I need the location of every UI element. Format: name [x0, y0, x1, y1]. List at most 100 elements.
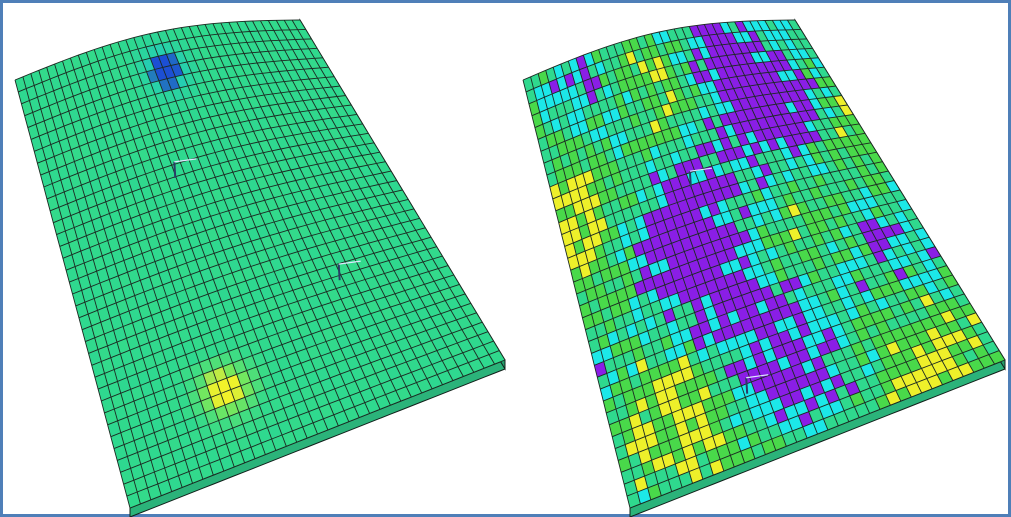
- grid-cell: [795, 178, 809, 191]
- grid-cell: [310, 356, 326, 371]
- grid-cell: [744, 329, 759, 345]
- grid-cell: [660, 54, 673, 68]
- grid-cell: [52, 180, 65, 196]
- grid-cell: [193, 309, 207, 325]
- grid-cell: [668, 436, 683, 453]
- grid-cell: [289, 389, 305, 405]
- grid-cell: [882, 192, 897, 204]
- grid-cell: [288, 123, 302, 136]
- grid-cell: [186, 259, 200, 275]
- grid-cell: [119, 180, 133, 196]
- grid-cell: [284, 20, 298, 30]
- grid-cell: [671, 240, 685, 255]
- grid-cell: [272, 344, 287, 360]
- grid-line: [614, 312, 976, 450]
- grid-cell: [298, 143, 313, 156]
- grid-cell: [198, 424, 213, 441]
- grid-cell: [688, 428, 703, 445]
- grid-cell: [619, 168, 632, 184]
- grid-cell: [704, 23, 717, 36]
- grid-cell: [808, 98, 823, 110]
- grid-cell: [271, 40, 285, 51]
- grid-cell: [588, 259, 601, 275]
- grid-cell: [732, 145, 746, 159]
- grid-cell: [290, 59, 304, 70]
- grid-cell: [273, 318, 288, 334]
- grid-cell: [123, 256, 137, 273]
- grid-cell: [910, 239, 926, 253]
- grid-cell: [230, 321, 244, 337]
- grid-cell: [743, 108, 757, 121]
- grid-cell: [93, 255, 106, 272]
- grid-cell: [197, 320, 211, 336]
- grid-cell: [606, 186, 619, 202]
- grid-cell: [719, 416, 733, 433]
- grid-cell: [79, 143, 92, 159]
- grid-cell: [67, 134, 80, 150]
- grid-cell: [628, 295, 641, 311]
- grid-cell: [725, 88, 739, 101]
- grid-cell: [744, 131, 758, 144]
- grid-cell: [635, 358, 649, 374]
- grid-cell: [202, 436, 217, 452]
- grid-cell: [837, 202, 852, 216]
- grid-cell: [333, 192, 348, 206]
- grid-cell: [291, 337, 307, 353]
- grid-cell: [214, 340, 229, 356]
- grid-cell: [679, 263, 693, 278]
- grid-cell: [120, 428, 135, 445]
- grid-cell: [718, 287, 733, 303]
- grid-cell: [127, 413, 141, 429]
- grid-cell: [155, 258, 169, 274]
- grid-cell: [228, 21, 242, 33]
- grid-cell: [755, 30, 769, 42]
- grid-cell: [137, 409, 151, 425]
- grid-cell: [154, 428, 168, 445]
- grid-cell: [625, 361, 639, 378]
- grid-cell: [295, 69, 310, 80]
- grid-cell: [230, 451, 245, 467]
- grid-cell: [252, 351, 267, 367]
- grid-cell: [836, 147, 851, 159]
- grid-cell: [38, 67, 51, 83]
- grid-cell: [701, 397, 716, 413]
- grid-cell: [131, 280, 144, 296]
- grid-cell: [365, 142, 380, 154]
- grid-cell: [199, 267, 214, 283]
- grid-cell: [123, 191, 136, 207]
- grid-cell: [540, 148, 552, 164]
- grid-cell: [686, 286, 700, 302]
- grid-cell: [597, 334, 611, 350]
- grid-cell: [552, 195, 565, 211]
- grid-cell: [162, 346, 176, 363]
- grid-cell: [157, 205, 171, 221]
- grid-cell: [833, 126, 848, 138]
- grid-cell: [761, 439, 776, 455]
- grid-line: [549, 104, 848, 188]
- grid-cell: [249, 404, 264, 421]
- grid-cell: [581, 131, 593, 147]
- grid-cell: [609, 198, 622, 214]
- grid-cell: [711, 328, 726, 344]
- grid-cell: [50, 207, 63, 223]
- grid-cell: [130, 424, 145, 441]
- grid-cell: [361, 153, 377, 166]
- grid-cell: [838, 168, 853, 181]
- grid-cell: [712, 432, 727, 448]
- grid-cell: [768, 71, 782, 83]
- grid-cell: [140, 381, 154, 398]
- grid-cell: [655, 284, 669, 301]
- grid-cell: [257, 117, 271, 130]
- grid-cell: [239, 318, 254, 333]
- grid-cell: [786, 352, 801, 367]
- grid-cell: [805, 370, 821, 386]
- grid-cell: [650, 300, 663, 316]
- grid-cell: [692, 71, 705, 85]
- grid-cell: [523, 76, 534, 92]
- grid-cell: [143, 223, 157, 239]
- grid-cell: [706, 253, 720, 268]
- grid-cell: [779, 20, 794, 30]
- grid-cell: [322, 172, 337, 185]
- grid-cell: [742, 52, 756, 64]
- grid-cell: [237, 75, 251, 88]
